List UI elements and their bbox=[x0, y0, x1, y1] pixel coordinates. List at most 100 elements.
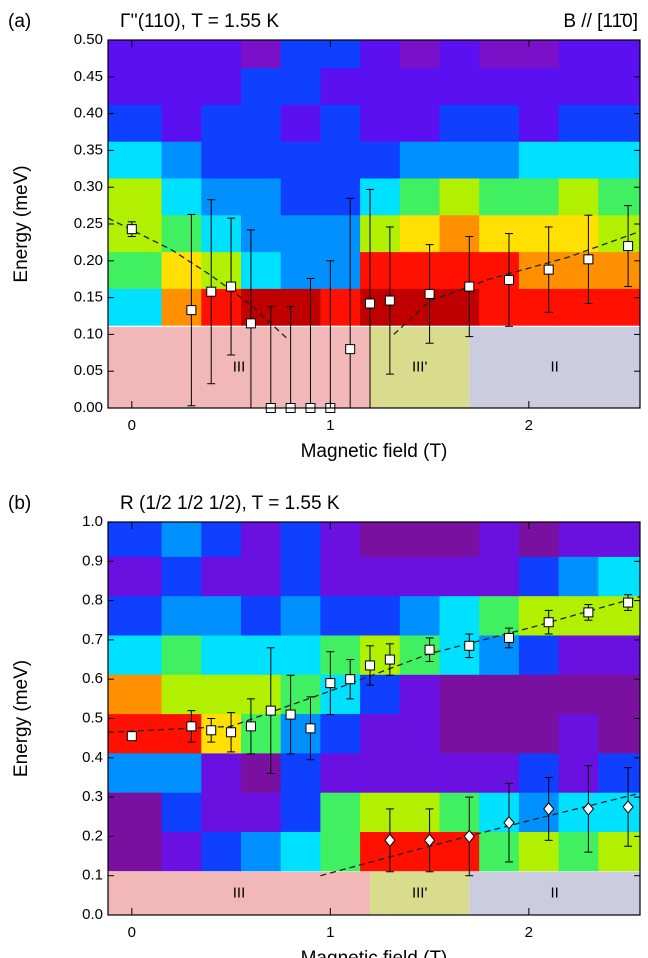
marker bbox=[325, 678, 336, 689]
heatmap-cell bbox=[360, 713, 401, 754]
heatmap-cell bbox=[108, 634, 163, 675]
region-label: III bbox=[233, 884, 246, 901]
region-label: II bbox=[550, 358, 558, 375]
y-tick-label: 0.10 bbox=[74, 325, 103, 342]
heatmap-cell bbox=[108, 556, 163, 597]
heatmap-cell bbox=[280, 713, 321, 754]
heatmap-cell bbox=[518, 104, 560, 142]
heatmap-cell bbox=[108, 40, 163, 69]
heatmap-cell bbox=[479, 104, 520, 142]
heatmap-cell bbox=[108, 67, 163, 105]
heatmap-cell bbox=[241, 595, 282, 636]
fit-line bbox=[107, 217, 288, 339]
region bbox=[108, 871, 371, 915]
heatmap-cell bbox=[598, 831, 641, 872]
region bbox=[108, 327, 371, 408]
region-label: III bbox=[233, 358, 246, 375]
heatmap-cell bbox=[598, 40, 641, 69]
marker bbox=[463, 829, 475, 844]
y-tick-label: 0.05 bbox=[74, 362, 103, 379]
heatmap-cell bbox=[360, 752, 401, 793]
heatmap-cell bbox=[280, 104, 321, 142]
heatmap-cell bbox=[320, 141, 361, 179]
heatmap-cell bbox=[439, 141, 480, 179]
x-axis-label: Magnetic field (T) bbox=[301, 948, 448, 958]
heatmap-cell bbox=[518, 831, 560, 872]
heatmap-cell bbox=[479, 141, 520, 179]
heatmap-cell bbox=[161, 556, 202, 597]
marker bbox=[345, 674, 356, 685]
y-tick-label: 0.15 bbox=[74, 289, 103, 306]
heatmap-cell bbox=[558, 104, 599, 142]
heatmap-cell bbox=[201, 831, 242, 872]
heatmap-cell bbox=[161, 104, 202, 142]
y-tick-label: 0.9 bbox=[82, 552, 103, 569]
heatmap-cell bbox=[161, 713, 202, 754]
heatmap-cell bbox=[598, 713, 641, 754]
marker bbox=[623, 241, 634, 252]
heatmap-cell bbox=[241, 792, 282, 832]
heatmap-cell bbox=[280, 40, 321, 69]
heatmap-cell bbox=[241, 522, 282, 557]
heatmap-cell bbox=[161, 792, 202, 832]
heatmap-cell bbox=[518, 556, 560, 597]
heatmap-cell bbox=[280, 634, 321, 675]
heatmap-cell bbox=[399, 40, 441, 69]
heatmap-cell bbox=[108, 522, 163, 557]
marker bbox=[226, 727, 237, 738]
heatmap-cell bbox=[558, 634, 599, 675]
heatmap-cell bbox=[360, 104, 401, 142]
marker bbox=[126, 224, 137, 235]
heatmap-cell bbox=[360, 595, 401, 636]
y-axis-label: Energy (meV) bbox=[11, 165, 32, 282]
heatmap-cell bbox=[518, 792, 560, 832]
marker bbox=[186, 305, 197, 316]
region bbox=[469, 871, 640, 915]
heatmap-cell bbox=[518, 67, 560, 105]
heatmap-cell bbox=[320, 104, 361, 142]
marker bbox=[285, 709, 296, 720]
x-tick-label: 2 bbox=[525, 417, 533, 434]
marker bbox=[365, 660, 376, 671]
heatmap-cell bbox=[360, 67, 401, 105]
heatmap-cell bbox=[598, 178, 641, 216]
region bbox=[469, 327, 640, 408]
heatmap-cell bbox=[161, 40, 202, 69]
heatmap-cell bbox=[360, 522, 401, 557]
marker bbox=[226, 281, 237, 292]
annotation: B // [11̄0] bbox=[563, 11, 638, 32]
heatmap-cell bbox=[598, 251, 641, 289]
heatmap-cell bbox=[241, 251, 282, 289]
heatmap-cell bbox=[108, 178, 163, 216]
heatmap-cell bbox=[479, 831, 520, 872]
heatmap-cell bbox=[598, 792, 641, 832]
marker bbox=[464, 281, 475, 292]
heatmap-cell bbox=[399, 674, 441, 715]
heatmap-cell bbox=[439, 792, 480, 832]
y-tick-label: 0.20 bbox=[74, 252, 103, 269]
heatmap-cell bbox=[479, 214, 520, 253]
heatmap-cell bbox=[439, 104, 480, 142]
chart-title: Γ''(110), T = 1.55 K bbox=[120, 11, 279, 32]
plot: III III' II bbox=[107, 40, 641, 413]
marker bbox=[424, 288, 435, 299]
heatmap-cell bbox=[280, 67, 321, 105]
heatmap-cell bbox=[558, 522, 599, 557]
heatmap-cell bbox=[399, 178, 441, 216]
heatmap-cell bbox=[518, 141, 560, 179]
heatmap-cell bbox=[479, 178, 520, 216]
heatmap-cell bbox=[280, 674, 321, 715]
heatmap-cell bbox=[320, 178, 361, 216]
heatmap-cell bbox=[320, 634, 361, 675]
marker bbox=[206, 286, 217, 297]
heatmap-cell bbox=[241, 214, 282, 253]
x-tick-label: 2 bbox=[525, 924, 533, 941]
heatmap-cell bbox=[108, 141, 163, 179]
heatmap-cell bbox=[598, 104, 641, 142]
heatmap-cell bbox=[280, 288, 321, 326]
heatmap-cell bbox=[518, 522, 560, 557]
fit-line bbox=[393, 230, 641, 335]
x-tick-label: 0 bbox=[128, 924, 136, 941]
panel-label: (b) bbox=[8, 493, 31, 514]
heatmap-cell bbox=[161, 752, 202, 793]
